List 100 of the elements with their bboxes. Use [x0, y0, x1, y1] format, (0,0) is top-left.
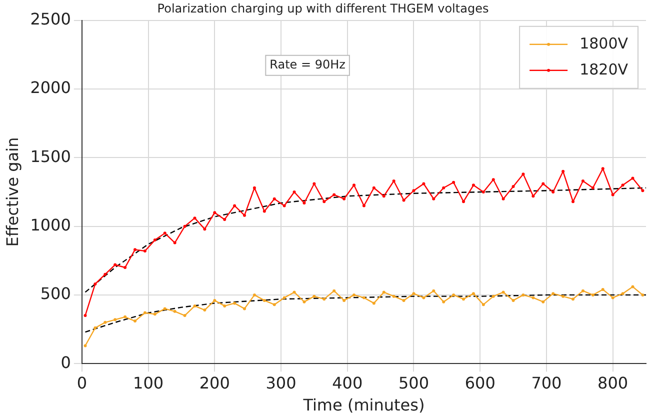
point	[452, 180, 456, 184]
point	[282, 204, 286, 208]
point	[601, 167, 604, 170]
point	[282, 296, 286, 300]
point	[372, 186, 376, 190]
point	[124, 315, 127, 318]
point	[402, 298, 406, 302]
point	[104, 320, 107, 324]
point	[332, 193, 336, 196]
point	[243, 214, 246, 217]
point	[462, 298, 466, 301]
point	[203, 228, 206, 231]
point	[173, 241, 176, 244]
y-tick-label: 2500	[30, 10, 71, 29]
point	[94, 282, 97, 286]
point	[552, 292, 555, 296]
x-tick-label: 200	[199, 373, 230, 392]
point	[641, 293, 644, 296]
x-tick-label: 500	[398, 373, 430, 392]
point	[362, 204, 366, 208]
point	[542, 300, 545, 304]
point	[153, 312, 156, 316]
point	[262, 210, 266, 213]
point	[223, 218, 226, 221]
point	[442, 300, 446, 304]
point	[183, 224, 186, 228]
chart-title: Polarization charging up with different THGEM voltages	[157, 1, 489, 16]
point	[213, 211, 216, 214]
annotation: Rate = 90Hz	[270, 58, 346, 72]
point	[312, 294, 316, 298]
point	[372, 302, 376, 305]
point	[482, 303, 485, 306]
point	[432, 197, 436, 200]
point	[302, 201, 306, 204]
point	[562, 294, 565, 298]
point	[641, 189, 644, 192]
point	[213, 298, 216, 302]
point	[522, 172, 525, 176]
x-tick-label: 0	[76, 373, 88, 392]
y-tick-label: 500	[40, 284, 71, 304]
point	[392, 294, 396, 298]
point	[272, 303, 276, 306]
point	[104, 272, 107, 276]
point	[163, 307, 166, 310]
y-tick-label: 1500	[30, 146, 71, 166]
point	[193, 304, 196, 308]
point	[621, 292, 624, 296]
y-axis-title: Effective gain	[2, 137, 22, 247]
point	[183, 314, 186, 318]
point	[512, 185, 515, 188]
point	[442, 186, 446, 190]
point	[382, 290, 386, 294]
point	[124, 266, 127, 270]
point	[492, 294, 495, 298]
point	[492, 178, 495, 182]
point	[512, 298, 515, 302]
x-axis-title: Time (minutes)	[302, 396, 425, 415]
point	[552, 190, 555, 194]
point	[223, 304, 226, 308]
point	[472, 184, 475, 187]
point	[482, 190, 485, 194]
point	[572, 298, 574, 301]
line-series	[84, 187, 646, 293]
point	[532, 194, 535, 198]
point	[163, 232, 166, 235]
point	[422, 296, 426, 300]
point	[153, 238, 156, 242]
point	[203, 308, 206, 312]
point	[462, 200, 466, 204]
y-tick-label: 1000	[30, 215, 71, 234]
point	[193, 216, 196, 220]
x-tick-label: 800	[598, 373, 628, 392]
x-tick-label: 600	[464, 373, 496, 392]
point	[362, 296, 366, 300]
point	[542, 182, 545, 186]
point	[302, 300, 306, 304]
x-tick-label: 700	[531, 373, 562, 392]
point	[233, 302, 236, 305]
point	[243, 307, 246, 310]
point	[342, 197, 346, 200]
point	[143, 311, 146, 314]
point	[173, 310, 176, 313]
point	[402, 198, 406, 202]
point	[94, 326, 97, 330]
point	[312, 182, 316, 186]
x-tick-label: 100	[133, 373, 164, 392]
point	[472, 292, 475, 296]
point	[84, 344, 87, 348]
point	[262, 298, 266, 302]
point	[114, 263, 117, 266]
point	[332, 289, 336, 292]
point	[631, 176, 634, 180]
point	[352, 184, 356, 187]
point	[252, 186, 256, 190]
y-tick-label: 2000	[30, 78, 71, 98]
point	[392, 180, 396, 183]
x-tick-label: 300	[266, 373, 296, 392]
point	[631, 285, 634, 288]
point	[611, 193, 614, 196]
point	[581, 289, 584, 292]
